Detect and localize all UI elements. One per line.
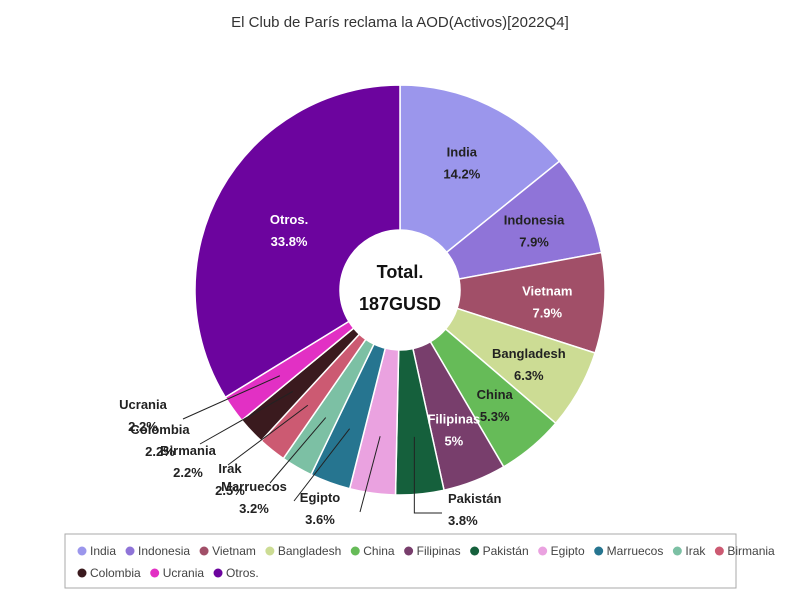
slice-value-china: 5.3% bbox=[480, 409, 510, 424]
legend-item-indonesia[interactable]: Indonesia bbox=[125, 544, 191, 558]
leader-line-birmania bbox=[227, 404, 309, 466]
legend-item-otros[interactable]: Otros. bbox=[213, 566, 259, 580]
legend-label-egipto: Egipto bbox=[551, 544, 585, 558]
legend-label-filipinas: Filipinas bbox=[417, 544, 461, 558]
slice-value-egipto: 3.6% bbox=[305, 512, 335, 527]
slices-group bbox=[194, 84, 606, 496]
leader-line-egipto bbox=[359, 436, 381, 513]
legend-label-marruecos: Marruecos bbox=[607, 544, 664, 558]
legend-marker-vietnam bbox=[199, 546, 209, 556]
legend-label-birmania: Birmania bbox=[727, 544, 775, 558]
leader-line-colombia bbox=[199, 391, 294, 445]
legend-label-india: India bbox=[90, 544, 116, 558]
slice-label-vietnam: Vietnam bbox=[522, 283, 572, 298]
legend-marker-colombia bbox=[77, 568, 87, 578]
slice-value-marruecos: 3.2% bbox=[239, 501, 269, 516]
slice-value-indonesia: 7.9% bbox=[519, 234, 549, 249]
slice-value-ucrania: 2.2% bbox=[128, 419, 158, 434]
legend-marker-filipinas bbox=[404, 546, 414, 556]
slice-labels-group: India 14.2% Indonesia 7.9% Vietnam 7.9% Bangla… bbox=[119, 145, 572, 528]
legend-label-china: China bbox=[363, 544, 395, 558]
legend-item-bangladesh[interactable]: Bangladesh bbox=[265, 544, 341, 558]
slice-value-irak: 2.5% bbox=[215, 483, 245, 498]
legend-label-vietnam: Vietnam bbox=[212, 544, 256, 558]
legend-marker-indonesia bbox=[125, 546, 135, 556]
slice-label-marruecos: Marruecos bbox=[221, 479, 287, 494]
slice-label-indonesia: Indonesia bbox=[504, 212, 565, 227]
legend-item-marruecos[interactable]: Marruecos bbox=[594, 544, 663, 558]
legend: India Indonesia Vietnam Bangladesh China Fili… bbox=[77, 544, 775, 580]
slice-label-egipto: Egipto bbox=[300, 490, 340, 505]
donut-hole bbox=[340, 230, 460, 350]
legend-item-egipto[interactable]: Egipto bbox=[538, 544, 585, 558]
slice-value-filipinas: 5% bbox=[444, 433, 463, 448]
slice-value-vietnam: 7.9% bbox=[532, 305, 562, 320]
legend-label-otros: Otros. bbox=[226, 566, 259, 580]
legend-marker-china bbox=[350, 546, 360, 556]
slice-label-ucrania: Ucrania bbox=[119, 397, 167, 412]
legend-label-irak: Irak bbox=[685, 544, 706, 558]
legend-item-vietnam[interactable]: Vietnam bbox=[199, 544, 256, 558]
slice-value-colombia: 2.2% bbox=[145, 444, 175, 459]
leader-lines-group bbox=[182, 375, 442, 514]
legend-item-filipinas[interactable]: Filipinas bbox=[404, 544, 461, 558]
legend-marker-irak bbox=[672, 546, 682, 556]
slice-label-india: India bbox=[447, 145, 478, 160]
slice-label-pakistan: Pakistán bbox=[448, 491, 502, 506]
chart-title: El Club de París reclama la AOD(Activos)… bbox=[231, 14, 569, 31]
legend-label-ucrania: Ucrania bbox=[163, 566, 205, 580]
slice-label-irak: Irak bbox=[218, 461, 242, 476]
center-label-total: Total. bbox=[377, 262, 424, 282]
legend-item-china[interactable]: China bbox=[350, 544, 395, 558]
leader-line-irak bbox=[269, 417, 327, 484]
leader-line-marruecos bbox=[293, 428, 351, 502]
slice-label-china: China bbox=[477, 387, 514, 402]
slice-value-birmania: 2.2% bbox=[173, 465, 203, 480]
leader-line-pakistan bbox=[413, 436, 442, 514]
center-label-value: 187GUSD bbox=[359, 294, 441, 314]
legend-label-pakistan: Pakistán bbox=[483, 544, 529, 558]
legend-marker-otros bbox=[213, 568, 223, 578]
legend-marker-bangladesh bbox=[265, 546, 275, 556]
slice-label-colombia: Colombia bbox=[130, 422, 190, 437]
legend-marker-india bbox=[77, 546, 87, 556]
slice-value-pakistan: 3.8% bbox=[448, 513, 478, 528]
legend-marker-egipto bbox=[538, 546, 548, 556]
legend-item-india[interactable]: India bbox=[77, 544, 117, 558]
legend-box bbox=[64, 533, 737, 589]
legend-item-pakistan[interactable]: Pakistán bbox=[470, 544, 529, 558]
legend-marker-marruecos bbox=[594, 546, 604, 556]
slice-value-india: 14.2% bbox=[443, 167, 480, 182]
legend-item-colombia[interactable]: Colombia bbox=[77, 566, 142, 580]
legend-item-ucrania[interactable]: Ucrania bbox=[150, 566, 204, 580]
slice-label-birmania: Birmania bbox=[160, 443, 216, 458]
legend-marker-pakistan bbox=[470, 546, 480, 556]
legend-marker-birmania bbox=[714, 546, 724, 556]
legend-label-bangladesh: Bangladesh bbox=[278, 544, 341, 558]
slice-label-otros: Otros. bbox=[270, 212, 308, 227]
legend-label-colombia: Colombia bbox=[90, 566, 141, 580]
slice-label-bangladesh: Bangladesh bbox=[492, 346, 566, 361]
legend-marker-ucrania bbox=[150, 568, 160, 578]
leader-line-ucrania bbox=[182, 375, 281, 420]
slice-label-filipinas: Filipinas bbox=[427, 411, 480, 426]
legend-item-irak[interactable]: Irak bbox=[672, 544, 707, 558]
slice-value-bangladesh: 6.3% bbox=[514, 368, 544, 383]
legend-item-birmania[interactable]: Birmania bbox=[714, 544, 775, 558]
slice-value-otros: 33.8% bbox=[271, 234, 308, 249]
legend-label-indonesia: Indonesia bbox=[138, 544, 190, 558]
